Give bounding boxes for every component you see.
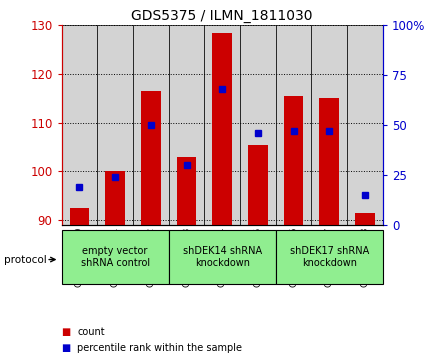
Bar <box>70 208 89 225</box>
Bar <box>312 25 347 225</box>
Bar <box>169 25 204 225</box>
Bar <box>62 25 97 225</box>
Text: count: count <box>77 327 105 337</box>
Title: GDS5375 / ILMN_1811030: GDS5375 / ILMN_1811030 <box>132 9 313 23</box>
Bar <box>177 157 196 225</box>
Bar <box>319 98 339 225</box>
Bar <box>169 230 276 284</box>
Text: shDEK14 shRNA
knockdown: shDEK14 shRNA knockdown <box>183 246 262 268</box>
Text: shDEK17 shRNA
knockdown: shDEK17 shRNA knockdown <box>290 246 369 268</box>
Bar <box>133 25 169 225</box>
Bar <box>355 213 375 225</box>
Text: percentile rank within the sample: percentile rank within the sample <box>77 343 242 354</box>
Bar <box>248 145 268 225</box>
Bar <box>240 25 276 225</box>
Bar <box>276 230 383 284</box>
Bar <box>141 91 161 225</box>
Text: ■: ■ <box>62 343 71 354</box>
Text: empty vector
shRNA control: empty vector shRNA control <box>81 246 150 268</box>
Bar <box>105 171 125 225</box>
Bar <box>204 25 240 225</box>
Bar <box>213 33 232 225</box>
Bar <box>347 25 383 225</box>
Text: ■: ■ <box>62 327 71 337</box>
Bar <box>276 25 312 225</box>
Bar <box>62 230 169 284</box>
Bar <box>97 25 133 225</box>
Text: protocol: protocol <box>4 254 47 265</box>
Bar <box>284 96 304 225</box>
